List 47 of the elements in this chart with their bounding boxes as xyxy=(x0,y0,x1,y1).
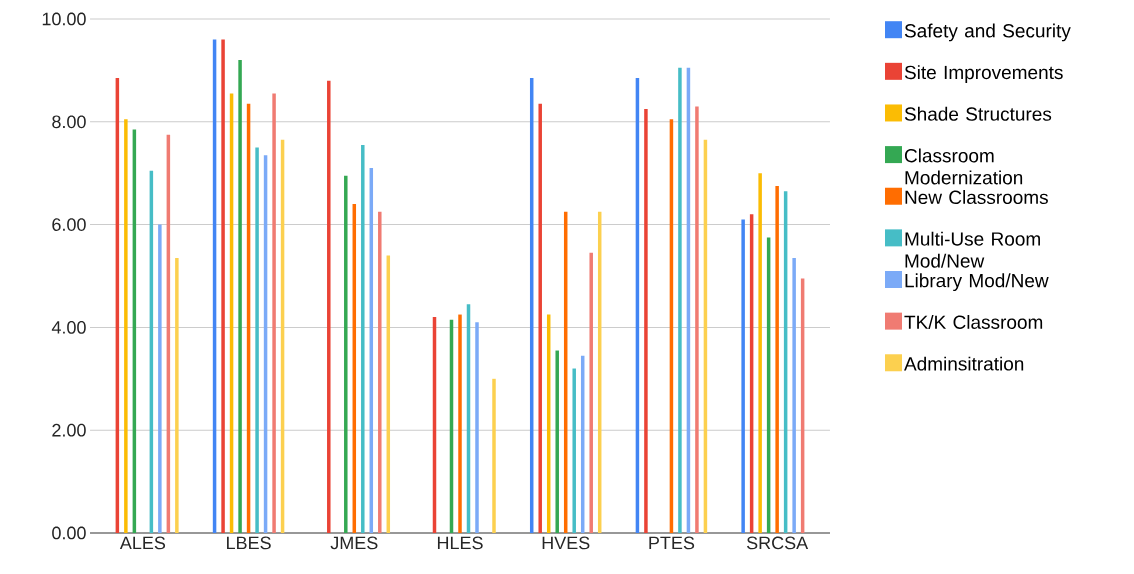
legend-label: New Classrooms xyxy=(905,190,1048,205)
bar xyxy=(758,173,762,533)
bar xyxy=(572,368,576,533)
x-tick-label: SRCSA xyxy=(746,536,809,550)
legend-label: Classroom Modernization xyxy=(904,148,1023,185)
bar xyxy=(124,119,128,533)
legend-label: Multi-Use Room Mod/New xyxy=(905,231,1040,268)
y-tick-label: 8.00 xyxy=(52,115,86,129)
bar xyxy=(361,144,365,533)
bar xyxy=(589,252,593,533)
bar xyxy=(792,258,796,533)
legend-label: Shade Structures xyxy=(904,106,1052,121)
legend-label: TK/K Classroom xyxy=(904,315,1043,329)
bar xyxy=(221,39,225,533)
x-tick-label: ALES xyxy=(119,536,166,550)
legend-label: Library Mod/New xyxy=(905,273,1049,292)
bar xyxy=(775,186,779,533)
x-tick-label: HVES xyxy=(542,536,590,550)
bar xyxy=(175,258,179,533)
y-tick-label: 0.00 xyxy=(52,526,86,540)
bar xyxy=(344,175,348,533)
bar xyxy=(327,80,331,533)
bar xyxy=(458,314,462,533)
bar xyxy=(555,350,559,533)
bar xyxy=(678,67,682,533)
bar xyxy=(644,108,648,533)
bar xyxy=(492,378,496,533)
x-tick-label: LBES xyxy=(227,536,271,550)
legend-label: Adminsitration xyxy=(904,356,1024,371)
bar xyxy=(695,106,699,533)
x-tick-label: HLES xyxy=(437,536,483,550)
legend-label: Safety and Security xyxy=(904,23,1071,42)
y-tick-label: 4.00 xyxy=(51,321,86,334)
bar xyxy=(272,93,276,533)
bar xyxy=(378,211,382,533)
bar xyxy=(538,103,542,533)
bar xyxy=(158,224,162,533)
bar xyxy=(255,147,259,533)
y-tick-label: 2.00 xyxy=(52,423,86,437)
bar xyxy=(475,322,479,533)
bar xyxy=(238,60,242,533)
y-tick-label: 10.00 xyxy=(42,12,86,26)
bar xyxy=(741,219,745,533)
legend-label: Site Improvements xyxy=(904,65,1063,83)
x-tick-label: JMES xyxy=(330,536,378,550)
y-tick-label: 6.00 xyxy=(52,218,86,231)
x-tick-label: PTES xyxy=(649,536,695,550)
